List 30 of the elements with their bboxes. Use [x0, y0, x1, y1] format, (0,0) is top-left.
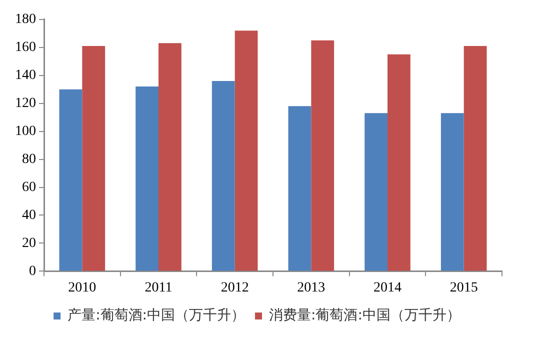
bar: [136, 86, 158, 271]
y-tick-label: 60: [22, 180, 36, 195]
y-tick-label: 100: [15, 124, 36, 139]
x-tick-label: 2011: [144, 280, 172, 296]
y-tick-label: 80: [22, 152, 36, 167]
bar: [82, 46, 106, 271]
y-tick-label: 0: [29, 264, 36, 279]
bar: [364, 113, 388, 271]
y-tick-label: 160: [15, 40, 36, 56]
x-tick-label: 2012: [220, 280, 249, 296]
y-tick-label: 180: [15, 12, 36, 28]
y-tick-label: 40: [22, 208, 36, 223]
bar: [59, 89, 82, 271]
bar: [288, 106, 312, 271]
x-tick-label: 2014: [374, 280, 402, 296]
y-tick-label: 120: [15, 96, 36, 112]
bar: [464, 46, 487, 271]
bar: [388, 54, 410, 271]
y-tick-label: 20: [22, 236, 36, 251]
x-tick-label: 2010: [68, 280, 96, 296]
bar: [234, 30, 258, 271]
bar: [212, 80, 235, 271]
x-tick-label: 2015: [450, 280, 478, 296]
legend-label: 消费量:葡萄酒:中国（万千升）: [269, 308, 460, 324]
bar: [158, 43, 182, 271]
bar: [311, 40, 334, 271]
bar: [440, 113, 464, 271]
legend-label: 产量:葡萄酒:中国（万千升）: [68, 308, 246, 324]
x-tick-label: 2013: [297, 280, 326, 296]
y-tick-label: 140: [15, 68, 36, 84]
